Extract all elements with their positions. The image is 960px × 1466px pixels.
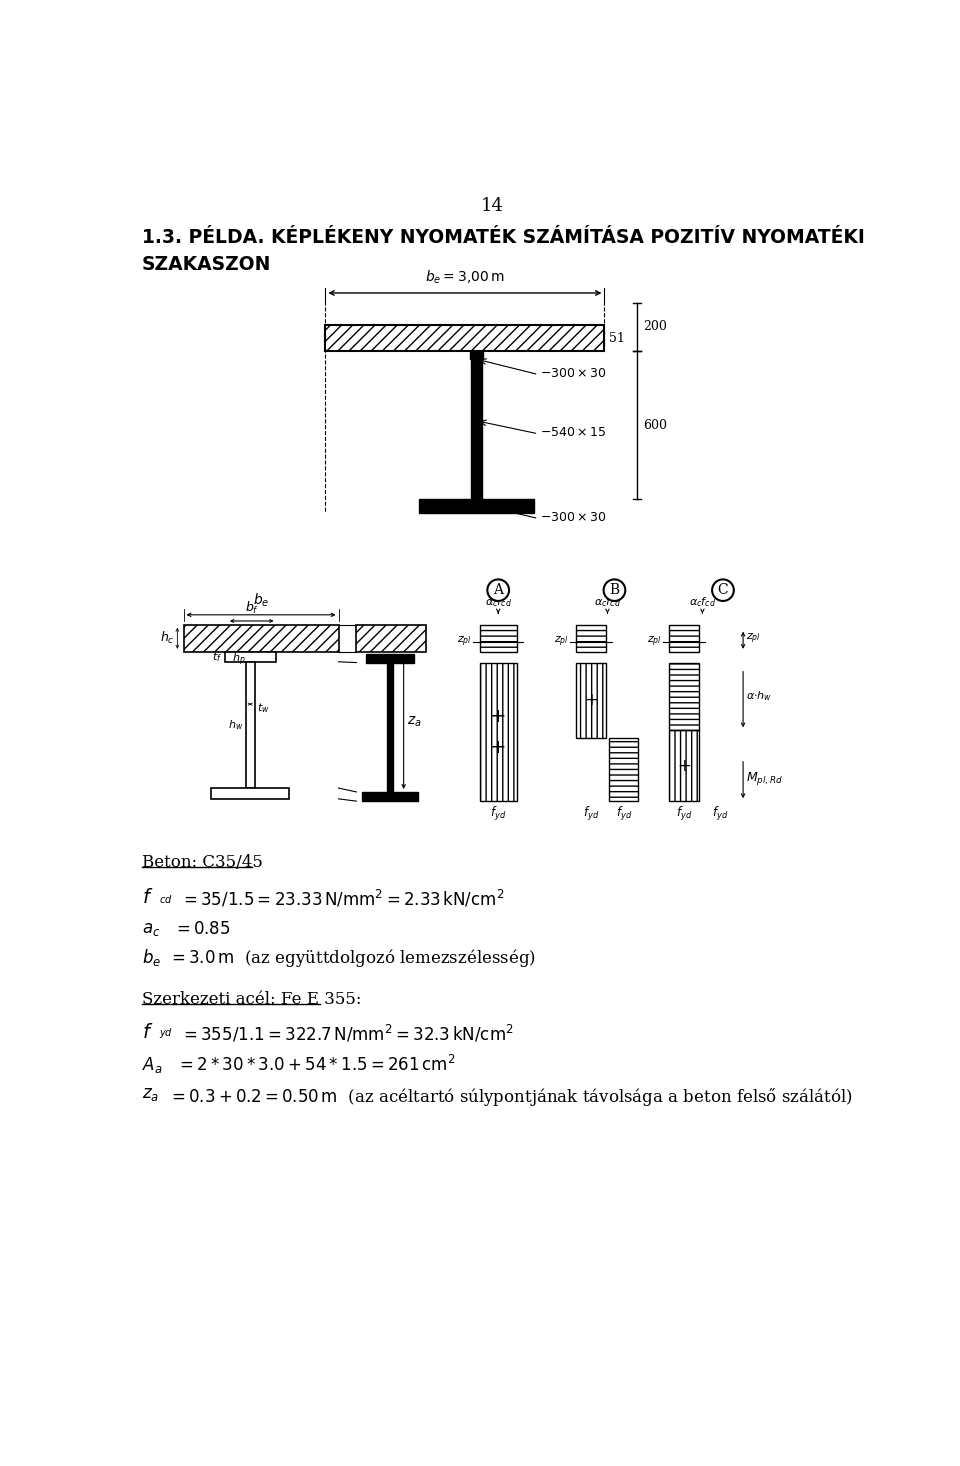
Text: $= 2 * 30 * 3.0 + 54 * 1.5 = 261\,\mathrm{cm^2}$: $= 2 * 30 * 3.0 + 54 * 1.5 = 261\,\mathr… (176, 1056, 455, 1076)
Bar (362, 792, 418, 800)
Text: $z_{pl}$: $z_{pl}$ (457, 635, 472, 649)
Text: $h_c$: $h_c$ (159, 630, 175, 647)
Text: $f_{yd}$: $f_{yd}$ (583, 805, 599, 822)
Text: Szerkezeti acél: Fe E 355:: Szerkezeti acél: Fe E 355: (142, 991, 361, 1007)
Bar (471, 352, 482, 500)
Bar (356, 625, 426, 652)
Text: $f_{yd}$: $f_{yd}$ (615, 805, 632, 822)
Bar (669, 730, 699, 800)
Text: $t_w$: $t_w$ (257, 701, 270, 715)
Bar (325, 324, 605, 352)
Text: $-300 \times 30$: $-300 \times 30$ (540, 366, 607, 380)
Text: SZAKASZON: SZAKASZON (142, 255, 271, 274)
Bar (356, 625, 426, 652)
Text: C: C (718, 583, 729, 597)
Bar (576, 625, 606, 652)
Bar (226, 652, 276, 661)
Text: $a_c$: $a_c$ (142, 921, 160, 938)
Text: +: + (585, 692, 598, 710)
Text: $_{yd}$: $_{yd}$ (158, 1026, 173, 1041)
Text: 600: 600 (643, 419, 667, 432)
Bar (470, 352, 483, 359)
Text: $b_e$: $b_e$ (252, 591, 269, 608)
Text: 51: 51 (609, 331, 625, 345)
Text: $z_a$: $z_a$ (142, 1086, 158, 1102)
Text: $f$: $f$ (142, 888, 153, 907)
Text: +: + (677, 756, 691, 774)
Bar (247, 661, 254, 789)
Circle shape (488, 579, 509, 601)
Text: $h_p$: $h_p$ (231, 652, 245, 668)
Text: $b_e = 3{,}00\,\mathrm{m}$: $b_e = 3{,}00\,\mathrm{m}$ (425, 268, 505, 286)
Circle shape (712, 579, 733, 601)
Bar (576, 663, 606, 737)
Text: $M_{pl,Rd}$: $M_{pl,Rd}$ (746, 770, 783, 787)
Text: $= 0.85$: $= 0.85$ (173, 921, 230, 938)
Text: +: + (490, 707, 507, 726)
Text: Beton: C35/45: Beton: C35/45 (142, 853, 263, 871)
Text: $f_{yd}$: $f_{yd}$ (676, 805, 692, 822)
Text: $f_{yd}$: $f_{yd}$ (490, 805, 506, 822)
Text: $b_f$: $b_f$ (245, 600, 259, 616)
Text: $z_{pl}$: $z_{pl}$ (554, 635, 568, 649)
Text: 200: 200 (643, 321, 667, 333)
Bar (211, 789, 289, 799)
Bar (183, 625, 339, 652)
Text: $= 3.0\,\mathrm{m}$  (az együttdolgozó lemezszélesség): $= 3.0\,\mathrm{m}$ (az együttdolgozó le… (168, 947, 536, 969)
Text: $b_e$: $b_e$ (142, 947, 161, 969)
Text: B: B (610, 583, 619, 597)
Bar (183, 625, 339, 652)
Circle shape (604, 579, 625, 601)
Text: $h_w$: $h_w$ (228, 718, 243, 732)
Text: $\alpha_c f_{cd}$: $\alpha_c f_{cd}$ (689, 595, 716, 608)
Text: $= 0.3 + 0.2 = 0.50\,\mathrm{m}$  (az acéltartó súlypontjának távolsága a beton : $= 0.3 + 0.2 = 0.50\,\mathrm{m}$ (az acé… (168, 1086, 852, 1108)
Text: $t_f$: $t_f$ (212, 649, 223, 664)
Bar (669, 625, 699, 652)
Bar (388, 663, 393, 792)
Bar (609, 737, 638, 800)
Bar (480, 625, 516, 652)
Text: 14: 14 (481, 198, 503, 216)
Text: $z_a$: $z_a$ (407, 714, 421, 729)
Text: 1.3. PÉLDA. KÉPLÉKENY NYOMATÉK SZÁMÍTÁSA POZITÍV NYOMATÉKI: 1.3. PÉLDA. KÉPLÉKENY NYOMATÉK SZÁMÍTÁSA… (142, 229, 865, 248)
Bar (366, 654, 414, 663)
Text: $-300 \times 30$: $-300 \times 30$ (540, 510, 607, 523)
Text: $\alpha{\cdot}h_w$: $\alpha{\cdot}h_w$ (746, 689, 773, 704)
Bar (325, 324, 605, 352)
Bar (420, 500, 534, 513)
Bar (480, 663, 516, 800)
Text: $z_{pl}$: $z_{pl}$ (746, 630, 761, 645)
Text: $= 355 / 1.1 = 322.7\,\mathrm{N/mm^2} = 32.3\,\mathrm{kN/cm^2}$: $= 355 / 1.1 = 322.7\,\mathrm{N/mm^2} = … (180, 1023, 515, 1044)
Text: A: A (493, 583, 503, 597)
Text: $A_a$: $A_a$ (142, 1056, 162, 1075)
Text: $-540 \times 15$: $-540 \times 15$ (540, 425, 607, 438)
Text: $\alpha_c f_{cd}$: $\alpha_c f_{cd}$ (485, 595, 512, 608)
Text: +: + (490, 737, 507, 756)
Text: $f$: $f$ (142, 1023, 153, 1042)
Text: $_{cd}$: $_{cd}$ (158, 891, 173, 906)
Bar (669, 663, 699, 730)
Text: $= 35 / 1.5 =23.33\,\mathrm{N/mm^2} = 2.33\,\mathrm{kN/cm^2}$: $= 35 / 1.5 =23.33\,\mathrm{N/mm^2} = 2.… (180, 888, 505, 909)
Text: $z_{pl}$: $z_{pl}$ (647, 635, 661, 649)
Text: $f_{yd}$: $f_{yd}$ (712, 805, 729, 822)
Text: $\alpha_c f_{cd}$: $\alpha_c f_{cd}$ (594, 595, 621, 608)
